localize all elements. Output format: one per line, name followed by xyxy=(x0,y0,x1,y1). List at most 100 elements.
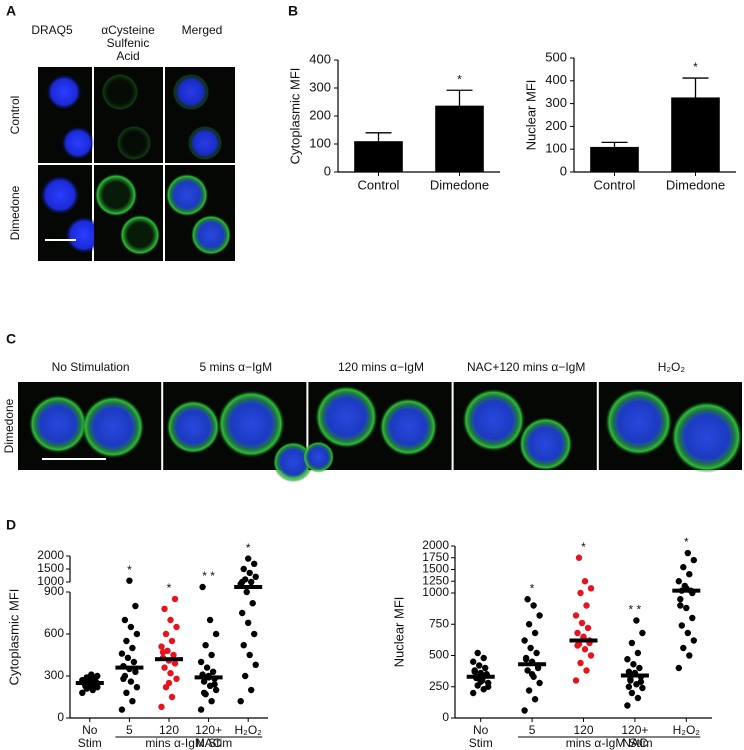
data-point xyxy=(530,602,537,609)
x-tick-label: No Stim xyxy=(468,724,493,750)
data-point xyxy=(246,651,253,659)
y-axis-label: Nuclear MFI xyxy=(523,80,538,151)
data-point xyxy=(680,563,687,571)
x-tick-label: 120 xyxy=(158,724,180,737)
data-point xyxy=(94,672,101,680)
data-point xyxy=(470,689,477,697)
x-tick-label: Dimedone xyxy=(666,177,725,192)
median-line xyxy=(155,657,183,662)
data-point xyxy=(127,678,135,685)
column-header: 5 mins α−IgM xyxy=(199,361,273,374)
data-point xyxy=(199,583,206,591)
data-point xyxy=(129,644,136,652)
data-point xyxy=(480,654,487,662)
data-point xyxy=(583,667,590,674)
y-tick-label: 300 xyxy=(309,79,331,94)
data-point xyxy=(239,609,246,617)
data-point xyxy=(577,589,584,597)
x-tick-label-box: 120 xyxy=(158,724,180,737)
y-tick-label: 300 xyxy=(545,95,567,110)
y-tick-label: 900 xyxy=(44,584,64,598)
data-point xyxy=(242,672,249,680)
data-point xyxy=(162,630,170,638)
data-point xyxy=(168,693,176,701)
data-point xyxy=(88,671,95,678)
y-tick-label: 1500 xyxy=(37,561,64,575)
data-point xyxy=(120,675,127,682)
significance: * xyxy=(127,563,132,577)
data-point xyxy=(239,578,246,586)
data-point xyxy=(630,661,637,668)
cytoplasm xyxy=(315,385,378,449)
data-point xyxy=(476,662,483,669)
bar xyxy=(354,141,403,172)
cytoplasm xyxy=(217,390,285,458)
x-tick-label: H₂O₂ xyxy=(672,724,700,737)
y-tick-label: 100 xyxy=(309,135,331,150)
data-point xyxy=(173,675,180,682)
column-header: αCysteine Sulfenic Acid xyxy=(101,24,155,63)
data-point xyxy=(130,658,138,666)
y-tick-label: 600 xyxy=(44,626,64,640)
row-label: Dimedone xyxy=(8,185,22,240)
x-tick-label: 5 xyxy=(126,724,133,737)
data-point xyxy=(675,664,682,672)
cytoplasm xyxy=(462,388,525,452)
data-point xyxy=(212,686,220,694)
data-point xyxy=(79,689,86,696)
data-point xyxy=(536,679,543,687)
nucleus xyxy=(61,126,95,160)
data-point xyxy=(123,637,130,645)
data-point xyxy=(248,578,255,586)
data-point xyxy=(133,630,141,638)
data-point xyxy=(574,629,581,637)
data-point xyxy=(237,698,244,705)
data-point xyxy=(165,679,173,687)
data-point xyxy=(482,664,489,672)
significance: * xyxy=(457,72,462,86)
cytoplasm xyxy=(190,214,232,256)
x-tick-label: 120 xyxy=(573,724,594,737)
x-axis-label: mins α-IgM Stim xyxy=(566,736,653,750)
data-point xyxy=(524,667,531,674)
data-point xyxy=(677,596,684,603)
data-point xyxy=(628,639,636,647)
y-tick-label: 2000 xyxy=(422,538,449,552)
data-point xyxy=(525,621,533,628)
significance: * xyxy=(581,540,586,554)
data-point xyxy=(470,658,477,665)
bar xyxy=(671,97,720,172)
data-point xyxy=(167,616,174,624)
median-line xyxy=(466,674,495,679)
column-header: H₂O₂ xyxy=(657,361,686,374)
data-point xyxy=(531,696,539,703)
x-tick-label-box: 120 xyxy=(573,724,594,737)
data-point xyxy=(534,664,542,672)
data-point xyxy=(683,604,690,612)
data-point xyxy=(581,646,589,653)
data-point xyxy=(584,624,592,632)
data-point xyxy=(587,585,595,592)
data-point xyxy=(628,689,636,697)
column-header-box: 5 mins α−IgM xyxy=(199,361,273,374)
bar xyxy=(590,146,639,172)
y-tick-label: 750 xyxy=(429,616,449,630)
cytoplasm xyxy=(172,73,210,111)
data-point xyxy=(624,702,631,709)
row-label: Dimedone xyxy=(2,398,16,453)
data-point xyxy=(522,656,530,663)
data-point xyxy=(690,637,697,644)
panel-label: A xyxy=(6,3,16,19)
cytoplasm xyxy=(379,397,438,457)
data-point xyxy=(132,668,139,675)
data-point xyxy=(121,616,129,624)
data-point xyxy=(525,687,533,694)
data-point xyxy=(572,612,580,619)
cytoplasm xyxy=(670,401,743,473)
data-point xyxy=(170,651,177,659)
data-point xyxy=(118,706,126,713)
data-point xyxy=(132,602,139,610)
significance: * xyxy=(167,581,172,595)
x-tick-label-box: 120+ NAC xyxy=(195,724,222,750)
